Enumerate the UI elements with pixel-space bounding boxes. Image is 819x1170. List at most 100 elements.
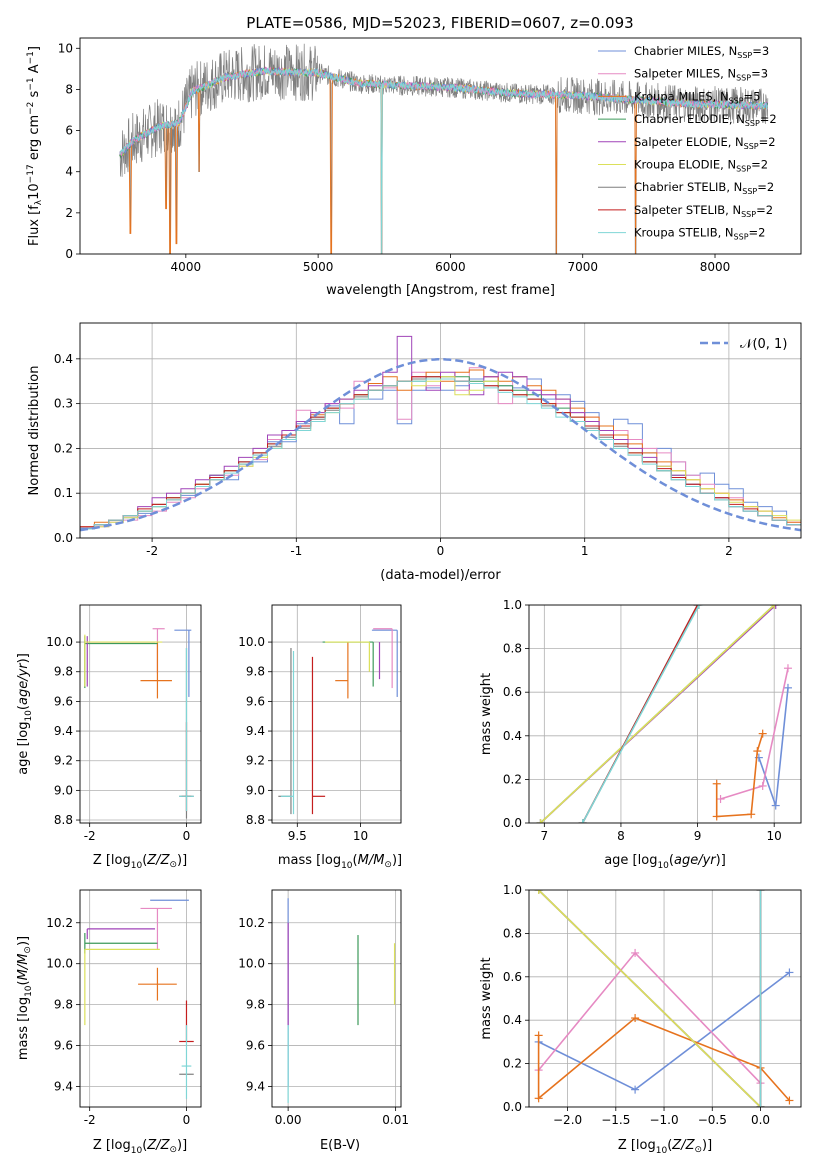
y-tick-label: 10.0: [238, 957, 265, 971]
y-tick-label: 0.8: [503, 642, 522, 656]
y-tick-label: 9.8: [54, 665, 73, 679]
plot-area: [80, 605, 201, 823]
x-tick-label: 8: [617, 829, 625, 843]
axes-residuals: -2 -1 0 1 2 0.0 0.1 0.2 0.3 0.4 𝒩(0, 1) (data-model…: [27, 322, 802, 583]
axes-weight-vs-age: 7 8 9 10 0.0 0.2 0.4 0.6 0.8 1.0 mass weight age [l…: [479, 598, 802, 871]
y-axis-label: Flux [fλ10−17 erg cm−2 s−1 A−1]: [26, 46, 44, 246]
x-tick-label: 9.5: [288, 829, 307, 843]
axes-frame: [271, 889, 402, 1108]
x-tick-label: −1.0: [649, 1113, 678, 1127]
legend-label: Salpeter MILES, NSSP=3: [634, 67, 768, 83]
x-tick-label: 6000: [435, 260, 466, 274]
y-tick-label: 9.6: [54, 1039, 73, 1053]
x-tick-label: 5000: [303, 260, 334, 274]
x-tick-label: 10: [767, 829, 782, 843]
y-tick-label: 9.6: [246, 694, 265, 708]
y-tick-label: 0.4: [54, 352, 73, 366]
x-tick-label: 0.0: [751, 1113, 770, 1127]
x-tick-label: 4000: [171, 260, 202, 274]
legend-label: 𝒩(0, 1): [740, 337, 787, 352]
x-tick-label: 9: [694, 829, 702, 843]
weight-line-yellow: [539, 605, 775, 823]
y-tick-label: 0.1: [54, 486, 73, 500]
histogram-cyan: [80, 378, 801, 538]
x-tick-label: -2: [84, 1113, 96, 1127]
y-tick-label: 1.0: [503, 883, 522, 897]
plot-area: [80, 890, 201, 1107]
x-axis-label: mass [log10(M/M⊙)]: [278, 853, 402, 871]
x-axis-label: wavelength [Angstrom, rest frame]: [326, 283, 555, 298]
figure-title: PLATE=0586, MJD=52023, FIBERID=0607, z=0…: [246, 14, 633, 32]
y-tick-label: 9.4: [54, 724, 73, 738]
y-axis-label: Normed distribution: [27, 366, 42, 496]
y-tick-label: 0.0: [503, 816, 522, 830]
y-tick-label: 6: [65, 124, 73, 138]
plot-area: [119, 43, 769, 254]
x-tick-label: 1: [581, 544, 589, 558]
y-tick-label: 0.6: [503, 685, 522, 699]
y-tick-label: 9.6: [54, 694, 73, 708]
x-axis-label: Z [log10(Z/Z⊙)]: [93, 1138, 187, 1156]
x-tick-label: 0: [183, 829, 191, 843]
y-tick-label: 0.3: [54, 397, 73, 411]
y-tick-label: 9.8: [246, 665, 265, 679]
histogram-purple: [80, 335, 801, 538]
x-tick-label: 2: [725, 544, 733, 558]
y-tick-label: 0.0: [54, 531, 73, 545]
y-tick-label: 9.4: [246, 1080, 265, 1094]
x-tick-label: 10: [353, 829, 368, 843]
axes-frame: [79, 37, 802, 255]
spectrum-model-blue: [119, 67, 768, 155]
axes-frame: [79, 604, 202, 824]
spectrum-model-cyan: [119, 67, 768, 254]
plot-area: [80, 323, 801, 538]
y-tick-label: 9.6: [246, 1039, 265, 1053]
legend-label: Salpeter ELODIE, NSSP=2: [634, 135, 776, 151]
y-tick-label: 2: [65, 206, 73, 220]
axes-mass-vs-Z: -2 0 9.4 9.6 9.8 10.0 10.2 Z [log10(Z/Z⊙)] mass …: [16, 889, 202, 1156]
legend-label: Kroupa ELODIE, NSSP=2: [634, 158, 768, 174]
y-tick-label: 9.8: [246, 998, 265, 1012]
legend-label: Chabrier STELIB, NSSP=2: [634, 180, 774, 196]
x-tick-label: 0: [183, 1113, 191, 1127]
plot-area: [272, 605, 401, 823]
x-axis-label: E(B-V): [320, 1138, 360, 1153]
y-tick-label: 0: [65, 247, 73, 261]
y-axis-label: mass weight: [479, 673, 494, 755]
y-tick-label: 9.2: [246, 754, 265, 768]
axes-weight-vs-Z: −2.0 −1.5 −1.0 −0.5 0.0 0.0 0.2 0.4 0.6 0.8 1.0 mas…: [479, 883, 802, 1156]
normal-curve: [80, 358, 801, 532]
x-tick-label: −0.5: [698, 1113, 727, 1127]
axes-frame: [528, 604, 802, 824]
y-tick-label: 0.6: [503, 970, 522, 984]
x-tick-label: -2: [84, 829, 96, 843]
legend-label: Chabrier ELODIE, NSSP=2: [634, 112, 777, 128]
axes-frame: [528, 889, 802, 1108]
x-tick-label: -2: [146, 544, 158, 558]
axes-frame: [79, 889, 202, 1108]
y-tick-label: 4: [65, 165, 73, 179]
legend-label: Chabrier MILES, NSSP=3: [634, 44, 769, 60]
x-tick-label: -1: [290, 544, 302, 558]
y-tick-label: 9.4: [246, 724, 265, 738]
y-tick-label: 0.4: [503, 729, 522, 743]
weight-line-yellow: [538, 890, 762, 1107]
legend-label: Salpeter STELIB, NSSP=2: [634, 203, 773, 219]
x-tick-label: 0.01: [382, 1113, 409, 1127]
y-axis-label: mass weight: [479, 957, 494, 1039]
legend: Chabrier MILES, NSSP=3 Salpeter MILES, NS…: [598, 44, 777, 242]
x-tick-label: 7: [541, 829, 549, 843]
y-tick-label: 10.0: [238, 635, 265, 649]
y-axis-label: mass [log10(M/M⊙)]: [16, 936, 34, 1060]
x-axis-label: Z [log10(Z/Z⊙)]: [93, 853, 187, 871]
plot-area: [529, 890, 801, 1107]
y-tick-label: 0.0: [503, 1100, 522, 1114]
weight-line-cyan: [581, 605, 700, 823]
x-tick-label: 0: [437, 544, 445, 558]
y-tick-label: 8.8: [246, 813, 265, 827]
x-tick-label: 8000: [700, 260, 731, 274]
x-tick-label: 0.00: [275, 1113, 302, 1127]
y-tick-label: 0.2: [54, 441, 73, 455]
y-tick-label: 9.2: [54, 754, 73, 768]
